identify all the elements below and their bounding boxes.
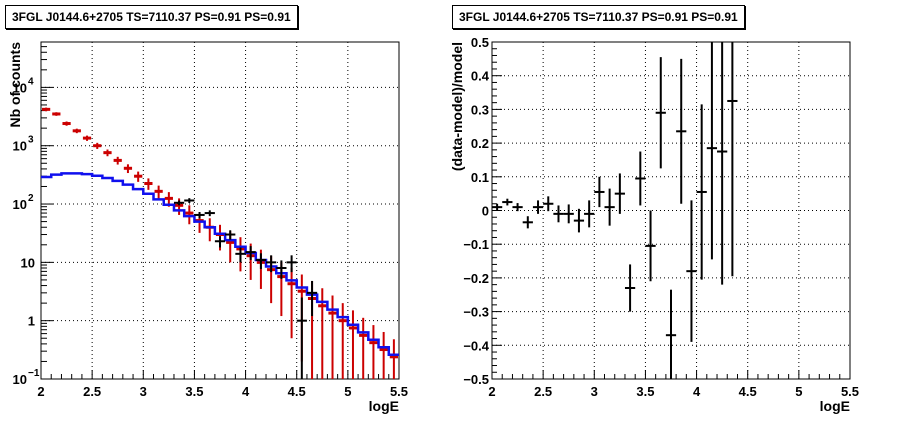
x-tick-label: 2.5 [83,384,101,399]
y-tick-label: 0.5 [471,35,489,50]
x-tick-label: 5 [795,384,802,399]
y-tick-label: 0.2 [471,136,489,151]
x-tick-label: 4 [242,384,250,399]
y-tick-exponent: 2 [28,193,34,204]
x-tick-label: 4.5 [288,384,306,399]
y-tick-label: 10 [13,197,27,212]
x-tick-label: 4.5 [739,384,757,399]
y-tick-label: 10 [13,80,27,95]
x-tick-label: 5.5 [390,384,408,399]
y-tick-label: 10 [13,372,27,387]
residuals-plot: 2 2.5 3 3.5 4 4.5 5 5.5 −0.5 −0.4 −0.3 −0.2 −0.1 0 0.1… [449,35,859,414]
x-tick-label: 4 [693,384,701,399]
counts-plot-title: 3FGL J0144.6+2705 TS=7110.37 PS=0.91 PS=… [5,5,298,29]
y-tick-label: 0 [482,204,489,219]
counts-plot-panel: 2 2.5 3 3.5 4 4.5 5 5.5 10 −1 1 10 10 2 10 3 10 4 logE Nb o… [5,5,408,414]
y-tick-label: 0.4 [471,69,490,84]
y-tick-label: −0.5 [463,372,489,387]
y-tick-label: 10 [21,255,35,270]
y-tick-label: 10 [13,139,27,154]
x-tick-label: 2.5 [534,384,552,399]
y-tick-label: −0.1 [463,237,489,252]
y-tick-label: 1 [28,314,35,329]
x-tick-label: 3 [591,384,598,399]
x-tick-label: 5.5 [841,384,859,399]
x-tick-label: 5 [344,384,351,399]
y-tick-label: −0.4 [463,338,489,353]
x-axis-label: logE [820,398,850,414]
residuals-plot-panel: 2 2.5 3 3.5 4 4.5 5 5.5 −0.5 −0.4 −0.3 −0.2 −0.1 0 0.1… [449,0,898,421]
x-tick-label: 2 [488,384,495,399]
residuals-plot-title: 3FGL J0144.6+2705 TS=7110.37 PS=0.91 PS=… [452,5,745,29]
y-tick-exponent: 3 [28,135,34,146]
plot-frame [40,41,400,380]
x-tick-label: 3.5 [636,384,654,399]
y-tick-label: 0.3 [471,102,489,117]
y-tick-label: −0.3 [463,305,489,320]
x-axis-label: logE [369,398,399,414]
y-tick-label: 0.1 [471,170,489,185]
y-tick-exponent: −1 [28,368,40,379]
model-blue-histogram [41,172,399,357]
y-axis-label: Nb of counts [7,42,23,128]
y-axis-label: (data-model)/model [449,42,465,171]
y-tick-exponent: 4 [28,76,34,87]
x-tick-label: 2 [37,384,44,399]
x-tick-label: 3.5 [185,384,203,399]
y-tick-label: −0.2 [463,271,489,286]
x-tick-label: 3 [140,384,147,399]
